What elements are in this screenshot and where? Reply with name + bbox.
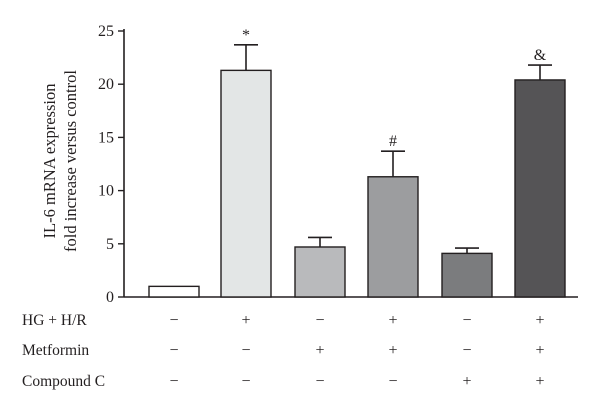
significance-label-1: * bbox=[242, 27, 250, 44]
bar-2 bbox=[294, 246, 346, 298]
condition-mark-1-4: − bbox=[462, 342, 471, 359]
bar-4 bbox=[441, 252, 493, 298]
condition-label-2: Compound C bbox=[22, 373, 105, 390]
condition-table: HG + H/R − + − + − + Metformin − − + + − + Compound C −… bbox=[22, 312, 545, 390]
y-tick-label-4: 20 bbox=[98, 76, 114, 93]
condition-mark-2-4: + bbox=[462, 373, 471, 390]
y-tick-label-5: 25 bbox=[98, 23, 114, 40]
condition-mark-1-3: + bbox=[388, 342, 397, 359]
condition-mark-1-1: − bbox=[241, 342, 250, 359]
y-tick-label-3: 15 bbox=[98, 129, 114, 146]
significance-label-3: # bbox=[389, 133, 397, 150]
significance-label-5: & bbox=[534, 47, 547, 64]
condition-mark-2-5: + bbox=[535, 373, 544, 390]
condition-mark-2-2: − bbox=[315, 373, 324, 390]
condition-mark-2-1: − bbox=[241, 373, 250, 390]
y-tick-label-2: 10 bbox=[98, 183, 114, 200]
condition-mark-0-2: − bbox=[315, 312, 324, 329]
condition-mark-0-1: + bbox=[241, 312, 250, 329]
bar-0 bbox=[148, 285, 200, 298]
condition-mark-1-2: + bbox=[315, 342, 324, 359]
condition-mark-1-5: + bbox=[535, 342, 544, 359]
condition-mark-1-0: − bbox=[169, 342, 178, 359]
condition-mark-2-0: − bbox=[169, 373, 178, 390]
condition-label-0: HG + H/R bbox=[22, 312, 87, 329]
bar-5 bbox=[514, 79, 566, 298]
y-axis-label-line-1: IL-6 mRNA expression bbox=[40, 84, 59, 239]
bar-1 bbox=[220, 69, 272, 298]
y-axis-label-line-2: fold increase versus control bbox=[61, 70, 80, 252]
bar-3 bbox=[367, 176, 419, 298]
condition-mark-0-4: − bbox=[462, 312, 471, 329]
y-tick-label-0: 0 bbox=[106, 289, 114, 306]
condition-mark-0-5: + bbox=[535, 312, 544, 329]
y-tick-label-1: 5 bbox=[106, 236, 114, 253]
condition-mark-2-3: − bbox=[388, 373, 397, 390]
condition-mark-0-0: − bbox=[169, 312, 178, 329]
condition-mark-0-3: + bbox=[388, 312, 397, 329]
plot-area: 0 5 10 15 20 25 * # & bbox=[98, 23, 578, 306]
condition-label-1: Metformin bbox=[22, 342, 89, 359]
